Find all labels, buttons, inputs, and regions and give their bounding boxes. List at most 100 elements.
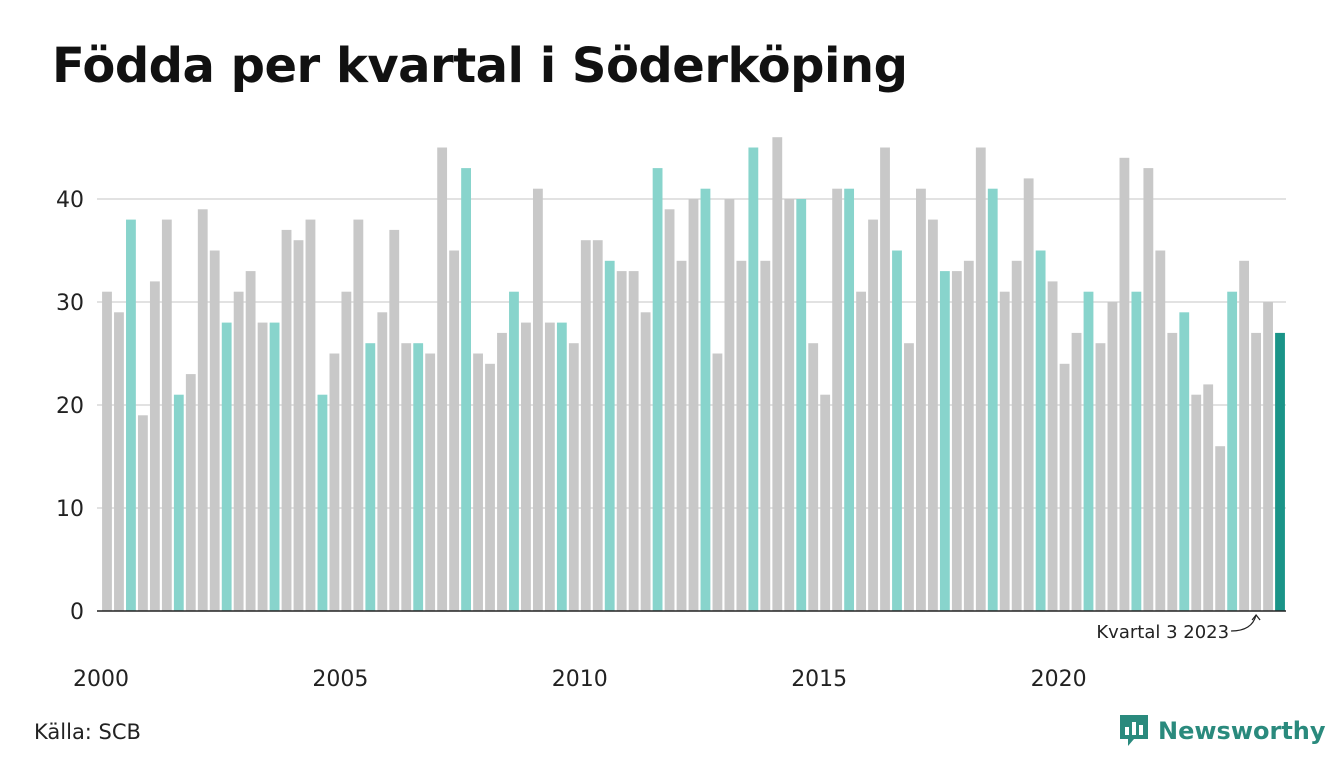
bar [1191,394,1202,611]
bar [808,343,819,611]
bar [126,219,136,611]
bar [880,147,890,611]
bar [616,271,627,611]
bar [856,291,866,611]
bar-annotation: Kvartal 3 2023 [1096,614,1261,643]
bar [868,219,878,611]
bar [1071,332,1082,611]
bar [760,260,771,611]
bar [904,343,914,611]
bar [676,260,687,611]
x-tick-label: 2015 [791,667,847,692]
bar [173,394,184,611]
bar [521,322,531,611]
source-label: Källa: SCB [34,720,141,744]
bar [1155,250,1166,611]
chart-title: Födda per kvartal i Söderköping [52,38,908,94]
bar [652,168,663,611]
bar [353,219,364,611]
bar [975,147,986,611]
bar [102,291,112,611]
bar [748,147,759,611]
bar [1095,343,1106,611]
bar [640,312,651,611]
bar [281,229,292,611]
bar [209,250,220,611]
bar [1047,281,1058,611]
bar [556,322,567,611]
bar [185,374,196,611]
bar [497,332,507,611]
bar [305,219,316,611]
bar [784,199,795,611]
y-tick-label: 10 [56,497,84,522]
bar [1131,291,1142,611]
bar [1227,291,1238,611]
bar [1059,363,1070,611]
bar [1203,384,1214,611]
bar [1215,446,1226,611]
x-tick-label: 2005 [312,667,368,692]
bar [1023,178,1034,611]
bar [485,363,495,611]
bar [161,219,172,611]
bar [317,394,328,611]
bar [987,188,998,611]
bar [269,322,280,611]
bar [664,209,675,612]
bar [951,271,962,611]
bar [293,240,304,611]
bar [401,343,412,611]
bar [892,250,902,611]
bar [712,353,723,611]
bar [509,291,519,611]
annotation-label: Kvartal 3 2023 [1096,622,1229,643]
bar [473,353,483,611]
bar [257,322,268,611]
bar [820,394,831,611]
bar [1275,332,1285,611]
bar [724,199,735,611]
y-tick-label: 20 [56,394,84,419]
bar [700,188,711,611]
y-axis-ticks: 0 10 20 30 40 [56,188,84,625]
bars [102,137,1285,612]
bar [844,188,855,611]
bar [329,353,340,611]
bar [544,322,555,611]
bar [628,271,639,611]
bar [365,343,376,611]
bar [449,250,460,611]
bar [1011,260,1022,611]
bar [425,353,436,611]
bar [592,240,603,611]
bar [437,147,448,611]
bar [413,343,424,611]
bar [963,260,974,611]
newsworthy-logo-icon [1120,715,1148,746]
bar [916,188,926,611]
y-tick-label: 40 [56,188,84,213]
brand-name: Newsworthy [1158,717,1326,745]
bar [688,199,699,611]
x-tick-label: 2010 [552,667,608,692]
bar [221,322,232,611]
bar [772,137,783,611]
bar [939,271,950,611]
bar [233,291,244,611]
bar [568,343,579,611]
bar [1179,312,1190,611]
brand-logo: Newsworthy [1118,713,1326,749]
bar [1083,291,1094,611]
bar [1143,168,1154,611]
bar [1263,302,1273,611]
bar [1107,302,1118,611]
bar [149,281,160,611]
bar [999,291,1010,611]
bar [532,188,543,611]
y-tick-label: 30 [56,291,84,316]
x-axis-ticks: 2000 2005 2010 2015 2020 [73,667,1087,692]
bar [927,219,938,611]
x-tick-label: 2000 [73,667,129,692]
